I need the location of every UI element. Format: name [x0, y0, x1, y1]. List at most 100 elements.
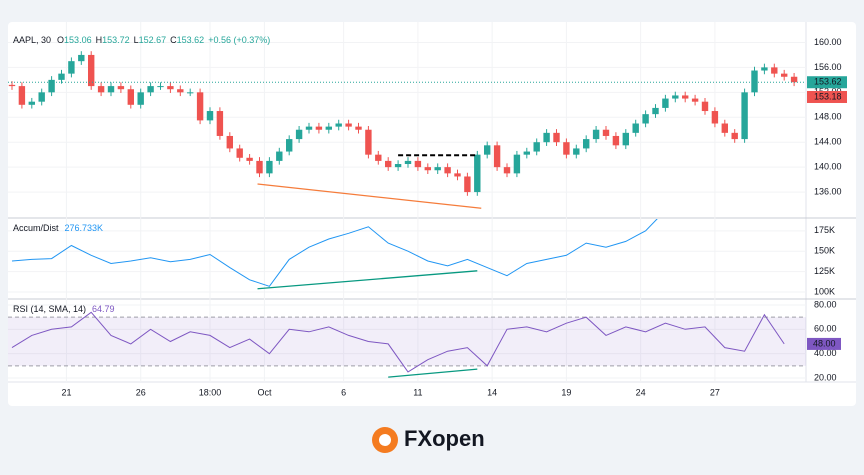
- candle-body: [78, 54, 85, 62]
- y-tick-label: 40.00: [814, 348, 837, 358]
- x-tick-label: Oct: [257, 387, 272, 397]
- candle-body: [68, 61, 75, 74]
- candle-body: [523, 151, 530, 155]
- candle-body: [167, 86, 174, 90]
- candle-body: [127, 89, 134, 105]
- candle-body: [682, 95, 689, 99]
- candle-body: [612, 135, 620, 146]
- candle-body: [583, 139, 590, 149]
- candle-body: [721, 123, 728, 133]
- candle-body: [642, 114, 649, 124]
- ohlc-value: 153.06: [64, 35, 92, 45]
- candle-body: [790, 76, 798, 83]
- x-tick-label: 14: [487, 387, 497, 397]
- indicator-name: RSI (14, SMA, 14): [13, 304, 86, 314]
- candle-body: [404, 160, 412, 165]
- y-tick-label: 60.00: [814, 324, 837, 334]
- candle-body: [573, 148, 580, 155]
- candle-body: [731, 132, 738, 140]
- candle-body: [295, 129, 303, 140]
- price-badge: [807, 90, 847, 103]
- candle-body: [563, 142, 570, 155]
- indicator-name: Accum/Dist: [13, 223, 59, 233]
- x-tick-label: 11: [413, 387, 422, 397]
- candle-body: [266, 160, 273, 174]
- candle-body: [107, 86, 115, 93]
- annotation-line: [388, 368, 478, 378]
- candle-body: [751, 70, 758, 93]
- indicator-badge-label: 48.00: [813, 338, 836, 348]
- candle-body: [355, 126, 362, 130]
- y-tick-label: 144.00: [814, 137, 842, 147]
- candle-body: [444, 167, 451, 174]
- candle-body: [335, 123, 342, 127]
- indicator-line: [11, 219, 658, 287]
- y-tick-label: 80.00: [814, 299, 837, 309]
- candle-body: [236, 148, 243, 158]
- candle-body: [454, 173, 461, 177]
- candle-body: [18, 86, 26, 105]
- legend-header: AAPL, 30 O153.06 H153.72 L152.67 C153.62 +0.5…: [13, 35, 270, 45]
- candle-body: [394, 164, 402, 168]
- indicator-line: [11, 311, 785, 373]
- candle-body: [246, 157, 253, 161]
- ohlc-key: H: [96, 35, 103, 45]
- candle-body: [592, 129, 600, 140]
- x-tick-label: 24: [636, 387, 646, 397]
- rsi-band: [8, 317, 806, 366]
- y-tick-label: 136.00: [814, 186, 842, 196]
- candles: [8, 51, 798, 196]
- x-tick-label: 19: [561, 387, 571, 397]
- candle-body: [602, 129, 610, 136]
- candle-body: [315, 126, 323, 130]
- price-badge-label: 153.18: [814, 91, 842, 101]
- candle-body: [97, 86, 105, 93]
- candle-body: [256, 160, 263, 174]
- candle-body: [88, 54, 95, 87]
- annotation-line: [257, 270, 478, 290]
- candle-body: [196, 92, 204, 121]
- candle-body: [414, 160, 422, 168]
- candle-body: [385, 160, 392, 168]
- candle-body: [484, 145, 491, 155]
- ohlc-key: L: [134, 35, 139, 45]
- ohlc-key: C: [170, 35, 177, 45]
- candle-body: [434, 167, 441, 171]
- candle-body: [632, 123, 639, 133]
- x-tick-label: 27: [710, 387, 720, 397]
- candle-body: [761, 67, 768, 71]
- candle-body: [701, 101, 709, 112]
- candle-body: [38, 92, 45, 102]
- candle-body: [711, 111, 719, 124]
- x-tick-label: 18:00: [199, 387, 222, 397]
- candle-body: [741, 92, 748, 140]
- ohlc-value: 153.62: [177, 35, 205, 45]
- candle-body: [216, 111, 224, 136]
- candle-body: [622, 132, 629, 146]
- candle-body: [652, 107, 659, 115]
- candle-body: [691, 98, 699, 102]
- candle-body: [464, 176, 471, 193]
- candle-body: [543, 132, 550, 143]
- candle-body: [503, 167, 511, 174]
- candle-body: [147, 86, 154, 93]
- candle-body: [513, 154, 521, 174]
- candle-body: [8, 84, 16, 87]
- candle-body: [424, 167, 431, 171]
- symbol: AAPL, 30: [13, 35, 51, 45]
- indicator-badge: [807, 337, 841, 350]
- candle-body: [474, 154, 481, 193]
- logo-icon: [379, 434, 391, 446]
- candle-body: [345, 123, 352, 127]
- indicator-title: RSI (14, SMA, 14) 64.79: [13, 304, 115, 314]
- candle-body: [781, 73, 788, 77]
- annotation-line: [257, 183, 482, 209]
- candle-body: [28, 101, 35, 105]
- logo: FXopen: [372, 426, 485, 453]
- change: +0.56 (+0.37%): [208, 35, 270, 45]
- y-tick-label: 100K: [814, 286, 835, 296]
- candle-body: [553, 132, 560, 143]
- candle-body: [276, 151, 283, 161]
- candle-body: [305, 126, 313, 130]
